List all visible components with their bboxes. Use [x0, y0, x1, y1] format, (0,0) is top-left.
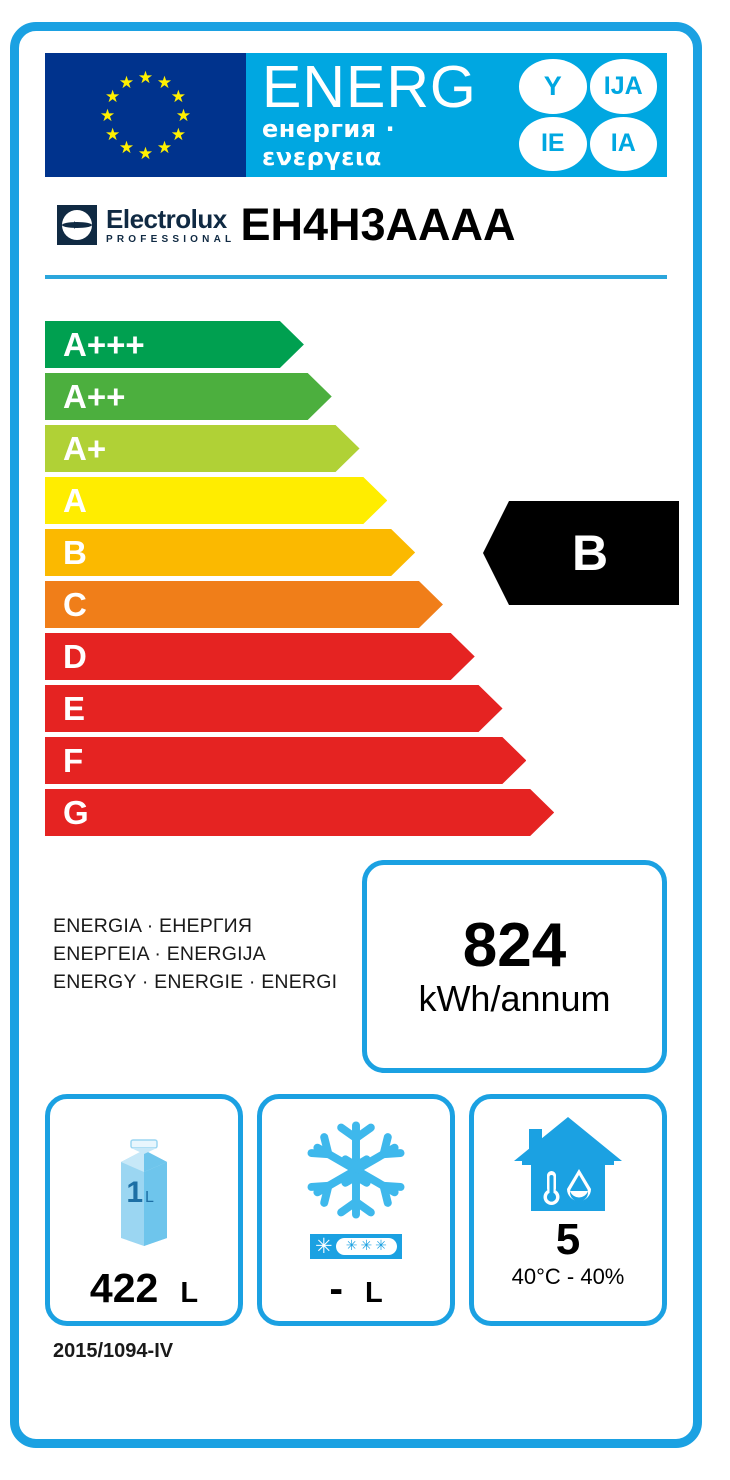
selected-class-label: B	[571, 525, 609, 581]
eu-star-icon: ★	[104, 124, 121, 144]
energy-language-line: ENERGY · ENERGIE · ENERGI	[53, 971, 338, 993]
energy-class-row: G	[45, 789, 667, 836]
svg-text:L: L	[145, 1189, 154, 1206]
energ-wordmark: ENERG	[262, 54, 477, 120]
badge-ija: IJA	[589, 59, 657, 114]
house-climate-icon	[509, 1113, 627, 1222]
label-header: ★ ★ ★ ★ ★ ★ ★ ★ ★ ★ ★ ★ ENERG енергия · ενεργεια Y …	[45, 53, 667, 177]
eu-star-icon: ★	[118, 138, 135, 158]
brand-name: Electrolux	[106, 203, 227, 234]
energy-class-bar-E: E	[45, 685, 503, 732]
energy-class-row: C	[45, 581, 667, 628]
badge-ie: IE	[519, 116, 587, 171]
energy-class-label: D	[63, 638, 87, 675]
energy-class-label: E	[63, 690, 86, 727]
energy-class-row: A	[45, 477, 667, 524]
eu-star-icon: ★	[137, 67, 154, 87]
selected-class-pointer: B	[483, 501, 679, 605]
star-icon: ✳	[360, 1238, 373, 1254]
badge-y: Y	[519, 59, 587, 114]
climate-class-box: 5 40°C - 40%	[469, 1094, 667, 1326]
energy-class-scale: A+++ A++ A+ A B B C D E F G	[45, 321, 679, 836]
energy-class-bar-Aplus: A+	[45, 425, 360, 472]
energy-class-label: F	[63, 742, 84, 779]
eu-flag: ★ ★ ★ ★ ★ ★ ★ ★ ★ ★ ★ ★	[45, 53, 246, 177]
energy-class-label: A+++	[63, 326, 145, 363]
energy-class-bar-C: C	[45, 581, 443, 628]
eu-star-icon: ★	[99, 105, 116, 125]
brand-logo: Electrolux PROFESSIONAL	[57, 205, 235, 245]
header-divider	[45, 275, 667, 279]
energy-class-label: B	[63, 534, 87, 571]
energy-language-list: ENERGIA · ЕНЕРГИЯ ΕΝΕΡΓΕΙΑ · ENERGIJA ENER…	[53, 912, 337, 996]
energy-class-row: F	[45, 737, 667, 784]
star-group: ✳ ✳ ✳	[335, 1237, 397, 1255]
eu-star-icon: ★	[156, 138, 173, 158]
eu-star-icon: ★	[156, 72, 173, 92]
snowflake-icon	[303, 1117, 409, 1228]
energy-class-label: A++	[63, 378, 126, 415]
electrolux-logo-icon	[57, 205, 97, 245]
eu-star-icon: ★	[118, 72, 135, 92]
energy-class-row: B	[45, 529, 667, 576]
fridge-volume-unit: L	[180, 1277, 199, 1309]
annual-consumption-box: 824 kWh/annum	[362, 860, 667, 1073]
energy-class-bar-Aplusplus: A++	[45, 373, 332, 420]
energy-class-bar-D: D	[45, 633, 475, 680]
energy-class-bar-B: B	[45, 529, 415, 576]
consumption-section: ENERGIA · ЕНЕРГИЯ ΕΝΕΡΓΕΙΑ · ENERGIJA ENER…	[45, 860, 667, 1078]
freezer-volume-value: -	[329, 1265, 343, 1311]
star-single: ✳	[315, 1233, 333, 1258]
regulation-reference: 2015/1094-IV	[53, 1340, 174, 1362]
climate-class-conditions: 40°C - 40%	[511, 1264, 625, 1289]
brand-subtitle: PROFESSIONAL	[106, 233, 236, 245]
freezer-volume-unit: L	[364, 1277, 383, 1309]
eu-star-icon: ★	[104, 86, 121, 106]
eu-star-icon: ★	[137, 143, 154, 163]
model-name: EH4H3AAAA	[240, 199, 516, 250]
freezer-volume-box: ✳ ✳ ✳ ✳ - L	[257, 1094, 455, 1326]
energ-subtitle: енергия · ενεργεια	[262, 115, 396, 171]
star-icon: ✳	[345, 1238, 358, 1254]
badge-ia: IA	[589, 116, 657, 171]
annual-consumption-unit: kWh/annum	[418, 977, 611, 1019]
energy-class-row: A+++	[45, 321, 667, 368]
energy-class-label: A	[63, 482, 87, 519]
star-icon: ✳	[375, 1238, 387, 1254]
energy-language-line: ΕΝΕΡΓΕΙΑ · ENERGIJA	[53, 943, 266, 965]
annual-consumption-value: 824	[462, 910, 567, 980]
freezer-star-rating-icon: ✳ ✳ ✳ ✳	[310, 1233, 402, 1259]
energy-class-row: A++	[45, 373, 667, 420]
energy-class-row: A+	[45, 425, 667, 472]
fridge-volume-box: 1 L 422 L	[45, 1094, 243, 1326]
svg-text:1: 1	[126, 1176, 143, 1209]
eu-star-icon: ★	[170, 124, 187, 144]
eu-star-icon: ★	[175, 105, 192, 125]
feature-boxes: 1 L 422 L	[45, 1094, 667, 1326]
energy-label: ★ ★ ★ ★ ★ ★ ★ ★ ★ ★ ★ ★ ENERG енергия · ενεργεια Y …	[10, 22, 702, 1448]
energy-class-label: C	[63, 586, 87, 623]
energy-class-label: A+	[63, 430, 107, 467]
eu-star-icon: ★	[170, 86, 187, 106]
fridge-volume-value: 422	[89, 1265, 159, 1311]
energy-class-row: E	[45, 685, 667, 732]
climate-class-value: 5	[555, 1215, 581, 1264]
energy-class-bar-A: A	[45, 477, 387, 524]
energy-class-bar-F: F	[45, 737, 526, 784]
energy-class-bar-Aplusplusplus: A+++	[45, 321, 304, 368]
energ-banner: ENERG енергия · ενεργεια Y IJA IE IA	[246, 53, 667, 177]
energy-class-label: G	[63, 794, 89, 831]
energy-class-row: D	[45, 633, 667, 680]
energy-language-line: ENERGIA · ЕНЕРГИЯ	[53, 915, 253, 937]
energy-class-bar-G: G	[45, 789, 554, 836]
brand-row: Electrolux PROFESSIONAL EH4H3AAAA	[45, 177, 667, 273]
language-badges: Y IJA IE IA	[519, 59, 657, 171]
milk-carton-icon: 1 L	[50, 1099, 238, 1268]
